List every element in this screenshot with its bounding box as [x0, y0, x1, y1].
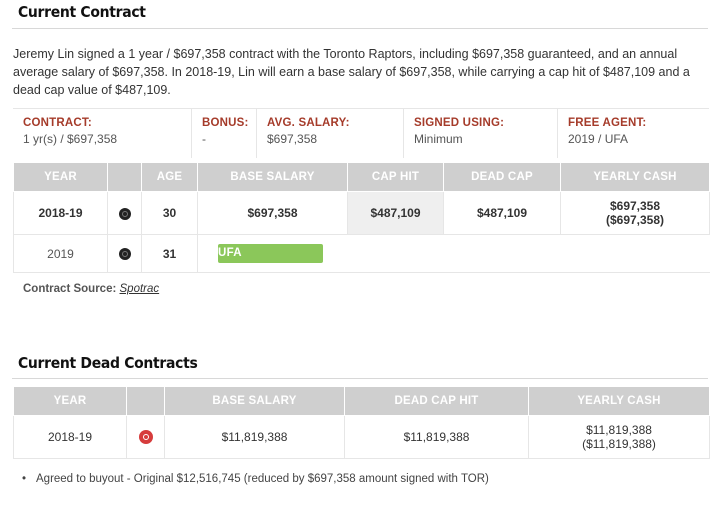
- raptors-logo-icon: [118, 248, 131, 261]
- cell-cap-hit: $487,109: [347, 191, 444, 235]
- dead-contracts-table: YEAR BASE SALARY DEAD CAP HIT YEARLY CAS…: [13, 386, 710, 459]
- hawks-logo-icon: [138, 430, 153, 445]
- cell-dead-cap: $487,109: [443, 191, 561, 235]
- raptors-logo-icon: [118, 207, 131, 220]
- cell-yearly-cash: $11,819,388 ($11,819,388): [528, 415, 710, 459]
- ufa-badge: UFA: [218, 244, 323, 263]
- dead-contracts-title: Current Dead Contracts: [18, 354, 198, 372]
- col-yearly-cash[interactable]: YEARLY CASH: [560, 162, 710, 192]
- col-dead-cap-hit[interactable]: DEAD CAP HIT: [344, 386, 529, 416]
- cell-status: UFA: [197, 234, 710, 273]
- col-team: [107, 162, 142, 192]
- cell-team: [126, 415, 165, 459]
- table-row: 2018-19 30 $697,358 $487,109 $487,109 $6…: [13, 191, 710, 235]
- yearly-cash-cumulative: ($697,358): [605, 213, 665, 227]
- cell-base-salary: $697,358: [197, 191, 348, 235]
- col-dead-cap[interactable]: DEAD CAP: [443, 162, 561, 192]
- col-team: [126, 386, 165, 416]
- buyout-note-text: Agreed to buyout - Original $12,516,745 …: [36, 473, 489, 485]
- cell-year: 2019: [13, 234, 108, 273]
- title-divider: [12, 28, 708, 29]
- current-contract-title: Current Contract: [18, 3, 146, 21]
- info-label: CONTRACT:: [23, 117, 92, 129]
- cell-team: [107, 191, 142, 235]
- info-signed-using: SIGNED USING: Minimum: [403, 109, 557, 158]
- contract-table: YEAR AGE BASE SALARY CAP HIT DEAD CAP YE…: [13, 162, 710, 273]
- contract-source: Contract Source: Spotrac: [23, 283, 159, 295]
- cell-yearly-cash: $697,358 ($697,358): [560, 191, 710, 235]
- info-value: 1 yr(s) / $697,358: [23, 132, 118, 146]
- col-cap-hit[interactable]: CAP HIT: [347, 162, 444, 192]
- cell-age: 30: [141, 191, 198, 235]
- yearly-cash-value: $697,358: [609, 199, 661, 213]
- cell-year: 2018-19: [13, 191, 108, 235]
- contract-summary: Jeremy Lin signed a 1 year / $697,358 co…: [13, 47, 690, 97]
- cell-team: [107, 234, 142, 273]
- info-contract: CONTRACT: 1 yr(s) / $697,358: [13, 109, 191, 158]
- info-label: FREE AGENT:: [568, 117, 647, 129]
- col-base-salary[interactable]: BASE SALARY: [197, 162, 348, 192]
- cell-base-salary: $11,819,388: [164, 415, 345, 459]
- table-row: 2018-19 $11,819,388 $11,819,388 $11,819,…: [13, 415, 710, 459]
- yearly-cash-value: $11,819,388: [586, 423, 652, 437]
- cell-age: 31: [141, 234, 198, 273]
- info-label: AVG. SALARY:: [267, 117, 350, 129]
- table-row: 2019 31 UFA: [13, 234, 710, 273]
- cell-year: 2018-19: [13, 415, 127, 459]
- source-label: Contract Source:: [23, 283, 117, 295]
- yearly-cash-cumulative: ($11,819,388): [582, 437, 656, 451]
- info-label: BONUS:: [202, 117, 249, 129]
- info-value: $697,358: [267, 132, 318, 146]
- info-value: 2019 / UFA: [568, 132, 629, 146]
- contract-info-bar: CONTRACT: 1 yr(s) / $697,358 BONUS: - AV…: [13, 108, 709, 158]
- col-age[interactable]: AGE: [141, 162, 198, 192]
- buyout-note: Agreed to buyout - Original $12,516,745 …: [22, 473, 489, 485]
- info-free-agent: FREE AGENT: 2019 / UFA: [557, 109, 709, 158]
- col-base-salary[interactable]: BASE SALARY: [164, 386, 345, 416]
- info-label: SIGNED USING:: [414, 117, 505, 129]
- title-divider: [12, 378, 708, 379]
- source-link[interactable]: Spotrac: [119, 283, 160, 295]
- info-avg-salary: AVG. SALARY: $697,358: [256, 109, 403, 158]
- col-year[interactable]: YEAR: [13, 162, 108, 192]
- col-yearly-cash[interactable]: YEARLY CASH: [528, 386, 710, 416]
- cell-dead-cap-hit: $11,819,388: [344, 415, 529, 459]
- info-value: -: [202, 132, 206, 146]
- col-year[interactable]: YEAR: [13, 386, 127, 416]
- info-bonus: BONUS: -: [191, 109, 256, 158]
- info-value: Minimum: [414, 132, 463, 146]
